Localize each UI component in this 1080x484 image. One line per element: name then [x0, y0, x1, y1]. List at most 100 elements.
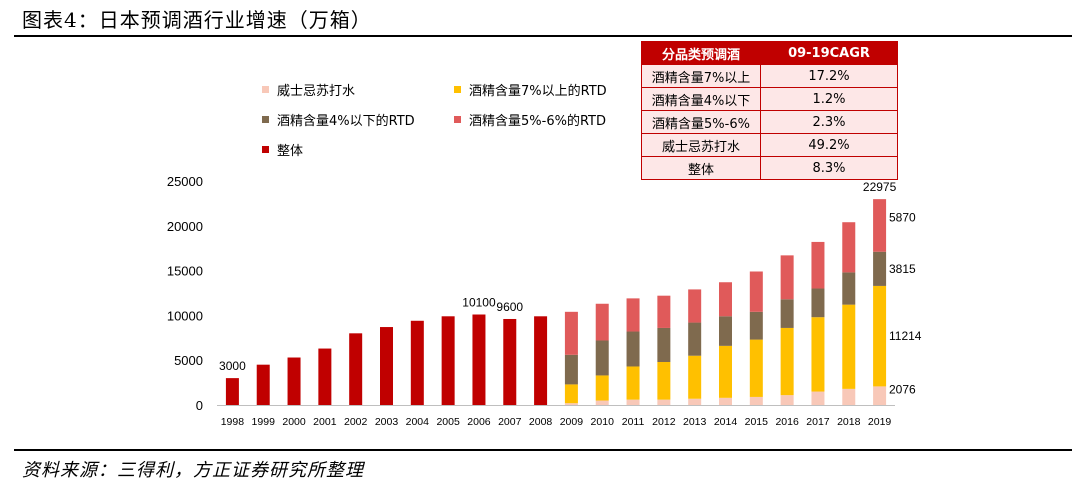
- x-tick-label: 2009: [560, 416, 584, 428]
- y-tick-label: 20000: [167, 219, 203, 234]
- legend-swatch: [262, 86, 269, 93]
- rtd-under4-segment: [873, 251, 887, 286]
- x-tick-label: 2014: [714, 416, 738, 428]
- rtd-5to6-segment: [842, 222, 856, 273]
- total-bar: [410, 320, 424, 405]
- legend-item-whisky-soda: 威士忌苏打水: [262, 80, 355, 99]
- x-tick-label: 2007: [498, 416, 522, 428]
- x-tick-label: 2008: [529, 416, 553, 428]
- rtd-under4-segment: [688, 322, 702, 356]
- rtd-5to6-segment: [626, 298, 640, 332]
- cagr-header-value: 09-19CAGR: [760, 41, 898, 65]
- rtd-5to6-segment: [688, 289, 702, 323]
- segment-label-2019: 11214: [889, 329, 922, 343]
- rtd-over7-segment: [811, 317, 825, 392]
- cagr-value: 8.3%: [760, 156, 898, 180]
- rtd-under4-segment: [626, 331, 640, 367]
- x-tick-label: 2005: [436, 416, 460, 428]
- cagr-value: 2.3%: [760, 110, 898, 134]
- y-tick-label: 25000: [167, 174, 203, 189]
- x-tick-label: 2002: [344, 416, 368, 428]
- legend-label: 整体: [277, 144, 304, 159]
- total-bar: [503, 318, 517, 405]
- whisky-soda-segment: [719, 397, 732, 405]
- x-tick-label: 2017: [806, 416, 830, 428]
- cagr-category: 酒精含量4%以下: [641, 87, 761, 111]
- data-label: 9600: [496, 300, 523, 314]
- total-bar: [287, 357, 301, 405]
- legend-swatch: [262, 146, 269, 153]
- rtd-over7-segment: [873, 285, 887, 387]
- segment-label-2019: 3815: [889, 262, 916, 276]
- x-tick-label: 2018: [837, 416, 861, 428]
- cagr-category: 酒精含量5%-6%: [641, 110, 761, 134]
- rtd-5to6-segment: [780, 255, 794, 300]
- y-tick-label: 15000: [167, 264, 203, 279]
- total-2019-label: 22975: [863, 180, 897, 194]
- rtd-under4-segment: [657, 327, 671, 362]
- table-row: 酒精含量5%-6% 2.3%: [641, 110, 898, 134]
- rtd-5to6-segment: [657, 295, 671, 328]
- figure-title: 图表4：日本预调酒行业增速（万箱）: [22, 8, 372, 32]
- source-note: 资料来源：三得利，方正证券研究所整理: [22, 460, 364, 481]
- cagr-category: 整体: [641, 156, 761, 180]
- x-tick-label: 2000: [282, 416, 306, 428]
- table-row: 整体 8.3%: [641, 156, 898, 180]
- data-label: 10100: [462, 296, 496, 310]
- legend-label: 酒精含量7%以上的RTD: [469, 84, 607, 99]
- total-bar: [472, 314, 486, 405]
- rtd-under4-segment: [842, 272, 856, 305]
- cagr-category: 酒精含量7%以上: [641, 64, 761, 88]
- x-tick-label: 2004: [406, 416, 430, 428]
- whisky-soda-segment: [842, 388, 856, 405]
- x-tick-label: 1998: [221, 416, 245, 428]
- whisky-soda-segment: [595, 400, 609, 405]
- legend-item-total: 整体: [262, 140, 303, 159]
- rtd-under4-segment: [780, 299, 794, 328]
- table-row: 威士忌苏打水 49.2%: [641, 133, 898, 157]
- rtd-over7-segment: [749, 339, 763, 397]
- bottom-rule: [14, 449, 1072, 451]
- legend-swatch: [454, 116, 461, 123]
- legend-swatch: [454, 86, 461, 93]
- x-tick-label: 2001: [313, 416, 337, 428]
- rtd-5to6-segment: [595, 303, 609, 341]
- cagr-value: 1.2%: [760, 87, 898, 111]
- y-tick-label: 10000: [167, 308, 203, 323]
- whisky-soda-segment: [657, 399, 671, 405]
- legend-swatch: [262, 116, 269, 123]
- x-tick-label: 2006: [467, 416, 491, 428]
- legend-label: 酒精含量5%-6%的RTD: [469, 114, 606, 129]
- whisky-soda-segment: [811, 391, 825, 405]
- total-bar: [256, 364, 270, 405]
- rtd-over7-segment: [719, 345, 732, 398]
- legend-item-rtd-over7: 酒精含量7%以上的RTD: [454, 80, 607, 99]
- whisky-soda-segment: [688, 398, 702, 405]
- legend-label: 威士忌苏打水: [277, 84, 356, 99]
- rtd-over7-segment: [657, 361, 671, 400]
- rtd-5to6-segment: [749, 271, 763, 312]
- rtd-over7-segment: [780, 327, 794, 396]
- whisky-soda-segment: [564, 403, 578, 405]
- rtd-under4-segment: [595, 340, 609, 376]
- rtd-5to6-segment: [564, 311, 578, 355]
- x-tick-label: 1999: [252, 416, 276, 428]
- rtd-5to6-segment: [811, 241, 825, 289]
- total-bar: [349, 333, 363, 405]
- whisky-soda-segment: [626, 399, 640, 405]
- rtd-over7-segment: [564, 384, 578, 404]
- rtd-under4-segment: [749, 311, 763, 340]
- x-tick-label: 2019: [868, 416, 892, 428]
- total-bar: [441, 316, 455, 405]
- cagr-category: 威士忌苏打水: [641, 133, 761, 157]
- y-tick-label: 0: [196, 398, 203, 413]
- total-bar: [380, 327, 393, 405]
- x-tick-label: 2010: [591, 416, 615, 428]
- table-row: 酒精含量4%以下 1.2%: [641, 87, 898, 111]
- y-tick-label: 5000: [174, 353, 203, 368]
- legend-item-rtd-under4: 酒精含量4%以下的RTD: [262, 110, 415, 129]
- cagr-table-header-row: 分品类预调酒 09-19CAGR: [641, 41, 898, 65]
- segment-label-2019: 2076: [889, 383, 916, 397]
- x-tick-label: 2016: [775, 416, 799, 428]
